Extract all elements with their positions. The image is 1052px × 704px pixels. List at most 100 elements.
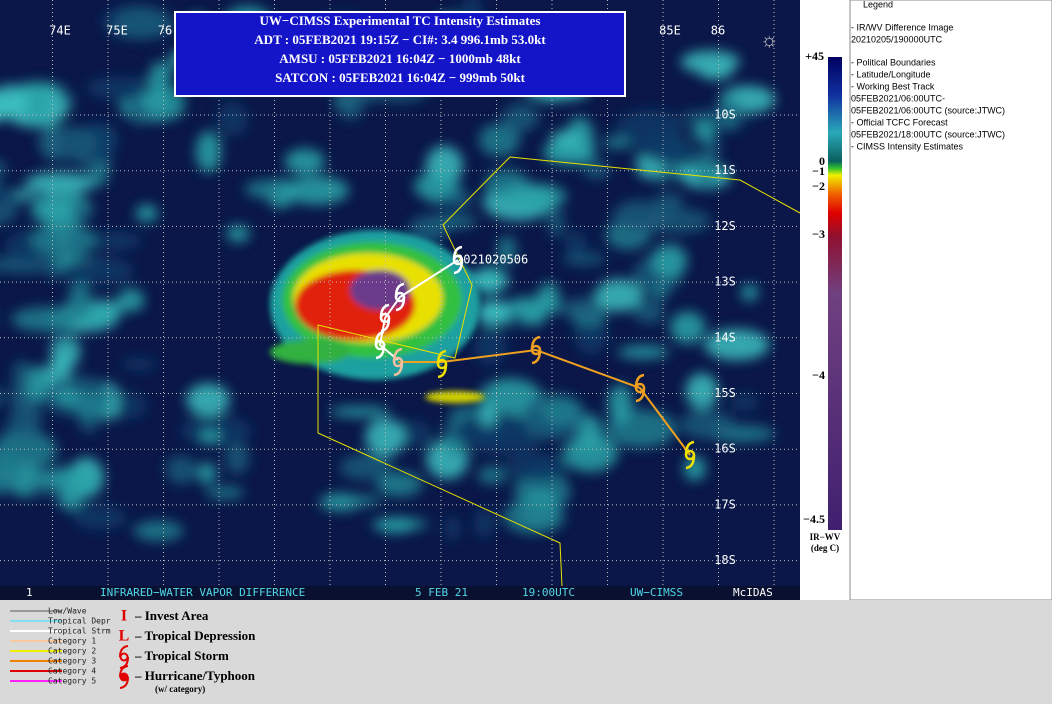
latitude-label: 15S <box>714 386 736 400</box>
cloud <box>542 139 596 166</box>
storm-icon <box>394 282 405 298</box>
storm-icon <box>634 373 645 389</box>
cloud <box>150 62 173 82</box>
cloud <box>443 516 461 541</box>
legend-line: - Political Boundaries <box>851 57 936 67</box>
cloud <box>447 423 518 442</box>
storm-icon <box>374 330 385 346</box>
estimate-box <box>174 11 626 97</box>
latitude-label: 11S <box>714 163 736 177</box>
latitude-label: 14S <box>714 330 736 344</box>
cloud <box>25 85 51 122</box>
storm-icon <box>395 296 406 312</box>
estimate-line: AMSU : 05FEB2021 16:04Z − 1000mb 48kt <box>279 51 521 66</box>
legend-line: 05FEB2021/18:00UTC (source:JTWC) <box>851 129 1005 139</box>
product-name: INFRARED−WATER VAPOR DIFFERENCE <box>100 586 305 599</box>
cloud <box>186 383 230 417</box>
cloud <box>616 109 685 144</box>
track-legend-label: Low/Wave <box>48 607 87 616</box>
storm-icon <box>453 259 464 275</box>
cloud <box>199 428 221 445</box>
storm-icon <box>452 245 463 261</box>
cloud <box>740 283 759 302</box>
cloud <box>680 50 740 74</box>
cloud <box>113 7 175 40</box>
storm-icons <box>374 245 696 470</box>
latitude-label: 10S <box>714 108 736 122</box>
cloud <box>67 280 92 320</box>
cloud <box>450 188 473 210</box>
cloud <box>564 230 588 254</box>
cloud <box>478 123 521 157</box>
cloud <box>38 125 98 161</box>
political-boundaries <box>317 156 801 587</box>
cloud <box>603 135 633 150</box>
storm-icon <box>393 361 404 377</box>
cloud <box>473 328 508 366</box>
cloud <box>413 172 458 200</box>
color-scale-bar <box>828 57 842 530</box>
legend-title: Legend <box>863 0 893 9</box>
cloud <box>133 520 184 542</box>
cloud <box>708 106 747 118</box>
cloud <box>195 131 222 173</box>
cloud <box>85 231 143 251</box>
cloud <box>329 406 391 418</box>
longitude-label: 74E <box>49 24 71 38</box>
symbol: I <box>121 608 127 625</box>
symbol <box>119 672 129 682</box>
scale-label: 0 <box>819 154 825 168</box>
cloud <box>683 455 706 481</box>
cloud <box>704 328 770 361</box>
latitude-label: 12S <box>714 219 736 233</box>
legend-panel <box>849 0 1052 601</box>
symbol <box>119 656 129 669</box>
cloud <box>617 345 670 359</box>
cloud <box>226 225 250 243</box>
symbol <box>119 645 129 658</box>
legend-line: - Latitude/Longitude <box>851 69 931 79</box>
cloud <box>12 359 30 398</box>
cloud <box>407 215 449 244</box>
cloud <box>26 482 59 496</box>
storm-icon <box>436 349 447 365</box>
cloud <box>379 478 404 490</box>
cloud <box>117 288 145 312</box>
latitude-label: 17S <box>714 497 736 511</box>
symbol <box>119 676 129 689</box>
cloud <box>72 201 90 223</box>
cloud <box>608 384 633 424</box>
longitude-label: 76 <box>158 24 172 38</box>
cloud <box>651 244 688 278</box>
cloud <box>197 462 217 485</box>
storm-icon <box>635 387 646 403</box>
scale-unit: IR−WV <box>810 532 841 542</box>
storm-icon <box>379 303 390 319</box>
cloud <box>651 283 669 300</box>
cloud <box>685 373 719 410</box>
scale-label: +45 <box>805 49 824 63</box>
lat-lon-grid <box>0 0 800 586</box>
bottom-bar <box>0 586 800 600</box>
longitude-label: 75E <box>106 24 128 38</box>
cloud <box>205 486 245 500</box>
cloud <box>72 505 127 530</box>
cloud <box>0 453 22 495</box>
cloud <box>120 358 158 371</box>
cloud <box>165 455 197 485</box>
cloud <box>57 488 84 510</box>
bottom-legend <box>0 600 1052 699</box>
cloud <box>503 499 565 534</box>
symbol <box>119 665 129 678</box>
storm-icon <box>684 440 695 456</box>
cloud <box>548 207 565 238</box>
storm-icon <box>530 335 541 351</box>
scale-label: −1 <box>812 164 825 178</box>
cimss-logo: ☼ <box>760 30 778 52</box>
cloud <box>225 442 250 474</box>
color-scale-panel <box>800 0 850 600</box>
forecast-track <box>398 348 691 456</box>
storm-icon <box>437 363 448 379</box>
